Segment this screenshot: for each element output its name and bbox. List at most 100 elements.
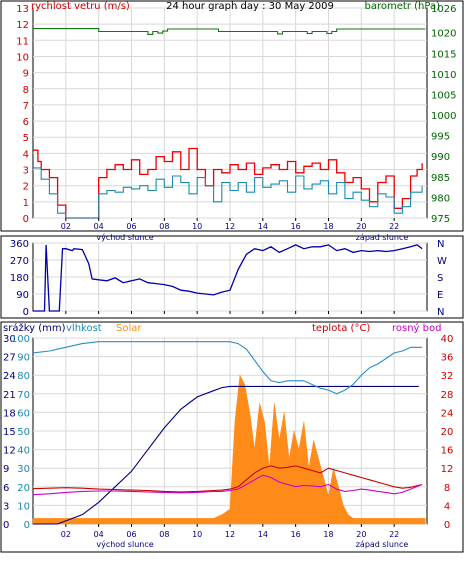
panel-3-xtick-label: 12 [225,530,235,539]
pressure-tick-label: 1005 [431,90,456,101]
humidity-tick-label: 80 [17,371,30,382]
sunset-label-1: západ slunce [356,233,409,242]
wind-tick-label: 10 [16,52,29,63]
direction-tick-label: 360 [10,239,29,250]
panel-1-xtick-label: 12 [225,222,235,231]
pressure-axis-label: barometr (hPa) [365,1,441,12]
panel-3-xtick-label: 04 [94,530,104,539]
rain-tick-label: 21 [3,390,16,401]
compass-tick-label: N [437,239,444,250]
temperature-tick-label: 24 [441,408,454,419]
compass-tick-label: S [437,273,443,284]
sunrise-label-1: východ slunce [96,233,153,242]
humidity-tick-label: 50 [17,427,30,438]
direction-tick-label: 180 [10,273,29,284]
pressure-tick-label: 990 [431,152,450,163]
rain-tick-label: 12 [3,446,16,457]
direction-tick-label: 90 [16,290,29,301]
panel-3-xtick-label: 06 [126,530,136,539]
rain-tick-label: 24 [3,371,16,382]
humidity-tick-label: 0 [24,520,30,531]
chart-title: 24 hour graph day : 30 May 2009 [166,1,334,12]
wind-tick-label: 12 [16,20,29,31]
wind-tick-label: 13 [16,4,29,15]
rain-tick-label: 9 [3,464,9,475]
humidity-tick-label: 100 [11,334,30,345]
panel-3-xtick-label: 18 [323,530,333,539]
wind-tick-label: 8 [23,85,29,96]
temperature-tick-label: 12 [441,464,454,475]
humidity-tick-label: 70 [17,390,30,401]
pressure-series [33,28,426,35]
temperature-tick-label: 16 [441,446,454,457]
panel-1-xtick-label: 22 [389,222,399,231]
temperature-series [32,465,423,493]
panel-3-xtick-label: 14 [258,530,268,539]
pressure-tick-label: 1010 [431,70,456,81]
panel-1-xtick-label: 06 [126,222,136,231]
panel-1-xtick-label: 02 [61,222,71,231]
panel-1-xtick-label: 14 [258,222,268,231]
panel-3-xtick-label: 10 [192,530,202,539]
rain-tick-label: 6 [3,483,9,494]
temperature-axis-label: teplota (°C) [312,323,370,334]
panel-3-xtick-label: 08 [159,530,169,539]
rain-tick-label: 18 [3,408,16,419]
humidity-tick-label: 30 [17,464,30,475]
pressure-tick-label: 1020 [431,29,456,40]
wind-tick-label: 5 [23,133,29,144]
wind-tick-label: 4 [23,149,29,160]
temperature-tick-label: 4 [444,501,450,512]
temperature-tick-label: 32 [441,371,454,382]
rain-tick-label: 27 [3,353,16,364]
panel-3-xtick-label: 16 [291,530,301,539]
pressure-tick-label: 1015 [431,49,456,60]
compass-tick-label: E [437,290,443,301]
rain-tick-label: 3 [3,501,9,512]
gust-series [33,147,423,219]
wind-tick-label: 0 [23,214,29,225]
humidity-tick-label: 40 [17,446,30,457]
panel-1-xtick-label: 18 [323,222,333,231]
temperature-tick-label: 8 [444,483,450,494]
direction-tick-label: 270 [10,256,29,267]
wind-tick-label: 6 [23,117,29,128]
humidity-series [32,341,423,395]
panel-1-xtick-label: 08 [159,222,169,231]
panel-3-xtick-label: 20 [356,530,366,539]
pressure-tick-label: 985 [431,173,450,184]
wind-tick-label: 3 [23,166,29,177]
wind-tick-label: 11 [16,36,29,47]
pressure-tick-label: 975 [431,214,450,225]
solar-series [32,374,426,525]
rain-tick-label: 30 [3,334,16,345]
pressure-tick-label: 1026 [431,4,456,15]
dewpoint-series [32,474,423,496]
pressure-tick-label: 995 [431,132,450,143]
temperature-tick-label: 28 [441,390,454,401]
temperature-tick-label: 40 [441,334,454,345]
humidity-tick-label: 20 [17,483,30,494]
temperature-tick-label: 0 [444,520,450,531]
humidity-tick-label: 60 [17,408,30,419]
panel-1-xtick-label: 04 [94,222,104,231]
rain-tick-label: 15 [3,427,16,438]
panel-3-xtick-label: 22 [389,530,399,539]
wind-axis-label: rychlost vetru (m/s) [31,1,130,12]
solar-axis-label: Solar [116,323,142,334]
temperature-tick-label: 36 [441,353,454,364]
sunset-label-3: západ slunce [356,540,409,549]
wind-tick-label: 1 [23,198,29,209]
panel-1-xtick-label: 20 [356,222,366,231]
panel-3-xtick-label: 02 [61,530,71,539]
pressure-tick-label: 1000 [431,111,456,122]
rain-tick-label: 0 [3,520,9,531]
panel-1-xtick-label: 16 [291,222,301,231]
rain-series [33,385,419,525]
wind-tick-label: 2 [23,182,29,193]
direction-series [33,244,423,312]
compass-tick-label: W [437,256,447,267]
compass-tick-label: N [437,307,444,318]
